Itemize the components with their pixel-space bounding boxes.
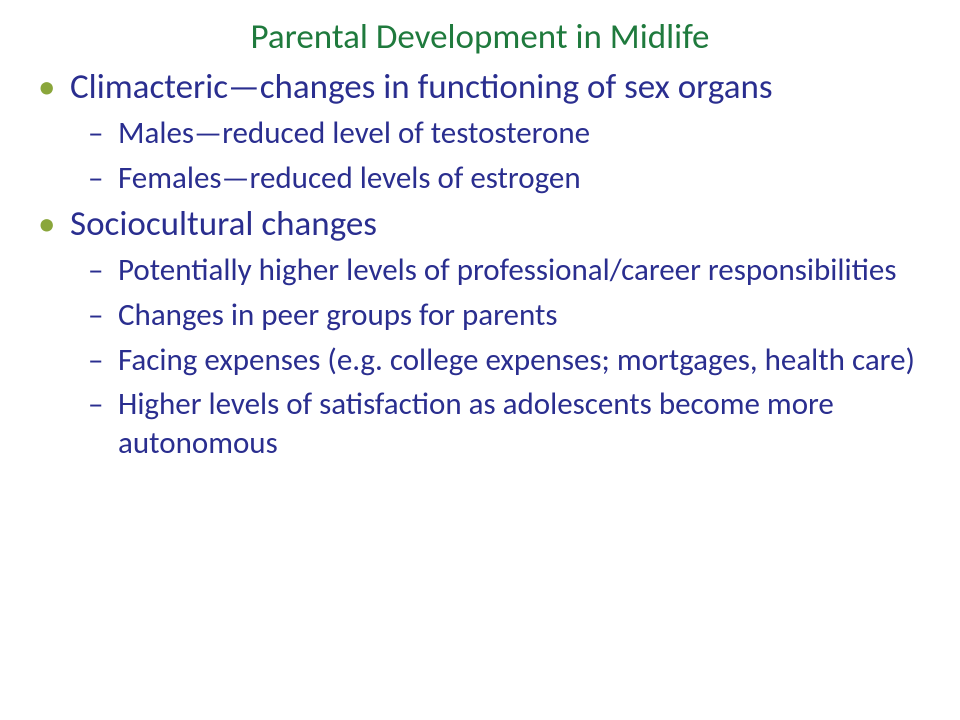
- list-item-text: Males—reduced level of testosterone: [118, 114, 590, 152]
- list-item-text: Changes in peer groups for parents: [118, 296, 557, 334]
- list-item: Potentially higher levels of professiona…: [118, 251, 930, 290]
- bullet-list-level2: Males—reduced level of testosterone Fema…: [70, 114, 930, 198]
- list-item: Higher levels of satisfaction as adolesc…: [118, 385, 930, 463]
- list-item-text: Climacteric—changes in functioning of se…: [70, 66, 773, 108]
- list-item: Climacteric—changes in functioning of se…: [70, 66, 930, 197]
- list-item: Facing expenses (e.g. college expenses; …: [118, 341, 930, 380]
- list-item-text: Facing expenses (e.g. college expenses; …: [118, 341, 915, 379]
- slide-title: Parental Development in Midlife: [30, 16, 930, 58]
- list-item-text: Higher levels of satisfaction as adolesc…: [118, 385, 834, 462]
- list-item: Females—reduced levels of estrogen: [118, 159, 930, 198]
- list-item-text: Females—reduced levels of estrogen: [118, 159, 581, 197]
- bullet-list-level2: Potentially higher levels of professiona…: [70, 251, 930, 463]
- list-item: Changes in peer groups for parents: [118, 296, 930, 335]
- bullet-list-level1: Climacteric—changes in functioning of se…: [30, 66, 930, 463]
- list-item: Sociocultural changes Potentially higher…: [70, 203, 930, 463]
- list-item: Males—reduced level of testosterone: [118, 114, 930, 153]
- slide: Parental Development in Midlife Climacte…: [0, 0, 960, 720]
- list-item-text: Potentially higher levels of professiona…: [118, 251, 896, 289]
- list-item-text: Sociocultural changes: [70, 203, 377, 245]
